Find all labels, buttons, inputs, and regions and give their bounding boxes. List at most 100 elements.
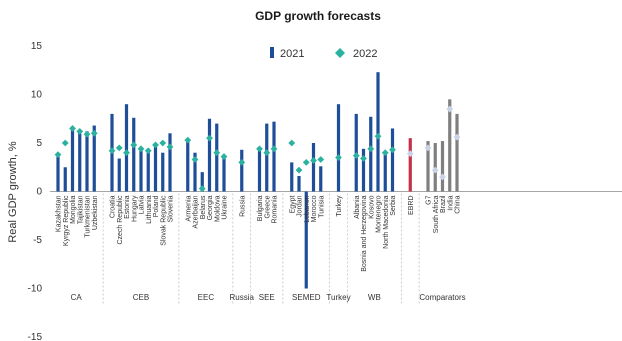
marker-2022	[220, 153, 228, 160]
category-label: China	[455, 195, 462, 213]
group-label: Comparators	[419, 293, 465, 302]
bars-layer	[50, 72, 622, 289]
bar-2021	[92, 125, 96, 192]
group-label: CA	[71, 293, 83, 302]
group-label: Turkey	[326, 293, 350, 302]
bar-2021	[240, 149, 244, 192]
marker-2022	[130, 141, 138, 149]
bar-2021	[193, 152, 197, 192]
marker-2022	[374, 132, 382, 140]
bar-2021	[70, 128, 75, 192]
marker-2022	[54, 151, 62, 159]
bar-2021	[222, 156, 226, 192]
bar-2021	[448, 99, 452, 192]
category-label: Lebanon	[304, 195, 311, 222]
y-tick-label: -15	[28, 332, 43, 341]
marker-2022	[367, 145, 375, 153]
bar-2021	[426, 141, 430, 192]
marker-2022	[213, 149, 221, 157]
marker-2022	[439, 173, 446, 181]
marker-2022	[108, 147, 116, 155]
y-tick-label: 0	[36, 187, 42, 198]
category-label: Croatia	[110, 195, 117, 218]
y-tick-label: 5	[36, 138, 42, 149]
group-label: CEB	[133, 293, 149, 302]
y-axis-label: Real GDP growth, %	[7, 141, 19, 243]
bar-2021	[200, 172, 204, 192]
bar-2021	[361, 148, 366, 192]
marker-2022	[431, 166, 439, 174]
bar-2021	[85, 131, 89, 192]
marker-2022	[76, 127, 84, 135]
category-label: India	[447, 195, 454, 210]
group-label: SEMED	[292, 293, 321, 302]
marker-2022	[198, 185, 206, 192]
marker-2022	[238, 159, 246, 166]
bar-2021	[440, 141, 445, 192]
category-label: Kazakhstan	[56, 195, 63, 232]
bar-2021	[132, 117, 136, 192]
bar-2021	[455, 113, 459, 192]
marker-2022	[446, 105, 454, 113]
bar-2021	[257, 147, 262, 192]
marker-2022	[184, 136, 192, 144]
category-label: Estonia	[124, 195, 131, 218]
category-label: Czech Republic	[117, 195, 124, 245]
bar-2021	[139, 146, 143, 192]
category-label: Turkmenistan	[85, 195, 92, 237]
marker-2022	[288, 139, 296, 147]
category-label: Egypt	[289, 195, 296, 213]
marker-2022	[302, 159, 310, 166]
bar-2021	[272, 121, 276, 192]
bar-2021	[369, 116, 373, 192]
category-label: Armenia	[185, 195, 192, 221]
marker-2022	[166, 143, 174, 151]
y-tick-label: -10	[28, 284, 43, 295]
category-label: Bosnia and Herzegovina	[361, 195, 368, 271]
legend-2021-swatch	[270, 47, 274, 58]
marker-2022	[453, 133, 461, 141]
marker-2022	[310, 157, 317, 164]
category-label: Romania	[272, 195, 279, 223]
marker-2022	[381, 149, 389, 157]
bar-2021	[408, 138, 412, 192]
bar-2021	[383, 152, 387, 192]
category-labels: Kazakhstan Kyrgyz Republic Mongolia Tajikis…	[56, 195, 462, 272]
marker-2022	[61, 139, 69, 147]
marker-2022	[191, 156, 199, 163]
y-tick-label: -5	[33, 235, 42, 246]
category-label: Montenegro	[376, 195, 383, 232]
legend-2022-label: 2022	[353, 48, 377, 60]
bar-2021	[304, 191, 308, 289]
category-label: Azerbaijan	[193, 195, 200, 228]
chart-title: GDP growth forecasts	[255, 9, 381, 23]
category-label: Mongolia	[70, 195, 77, 224]
marker-2022	[360, 155, 367, 162]
category-label: Belarus	[200, 195, 207, 219]
bar-2021	[78, 130, 82, 192]
marker-2022	[115, 144, 123, 152]
category-label: Jordan	[297, 195, 304, 217]
category-label: Kyrgyz Republic	[63, 195, 70, 246]
marker-2022	[137, 145, 145, 153]
group-label: SEE	[259, 293, 275, 302]
category-label: Serbia	[390, 195, 397, 215]
bar-2021	[319, 166, 323, 192]
marker-2022	[295, 166, 303, 174]
bar-2021	[290, 162, 294, 192]
group-label: WB	[368, 293, 381, 302]
category-label: G7	[426, 195, 433, 204]
legend: 2021 2022	[270, 47, 377, 60]
group-labels: CA CEB EEC Russia SEE SEMED Turkey WB Comparator…	[71, 193, 466, 305]
marker-2022	[352, 152, 360, 160]
markers-layer	[54, 105, 461, 192]
category-label: Kosovo	[368, 195, 375, 218]
category-label: Lithuania	[146, 195, 153, 224]
marker-2022	[424, 144, 432, 152]
category-label: Morocco	[311, 195, 318, 222]
marker-2022	[152, 141, 159, 149]
bar-2021	[63, 167, 67, 192]
marker-2022	[263, 149, 271, 157]
bar-2021	[207, 118, 212, 192]
